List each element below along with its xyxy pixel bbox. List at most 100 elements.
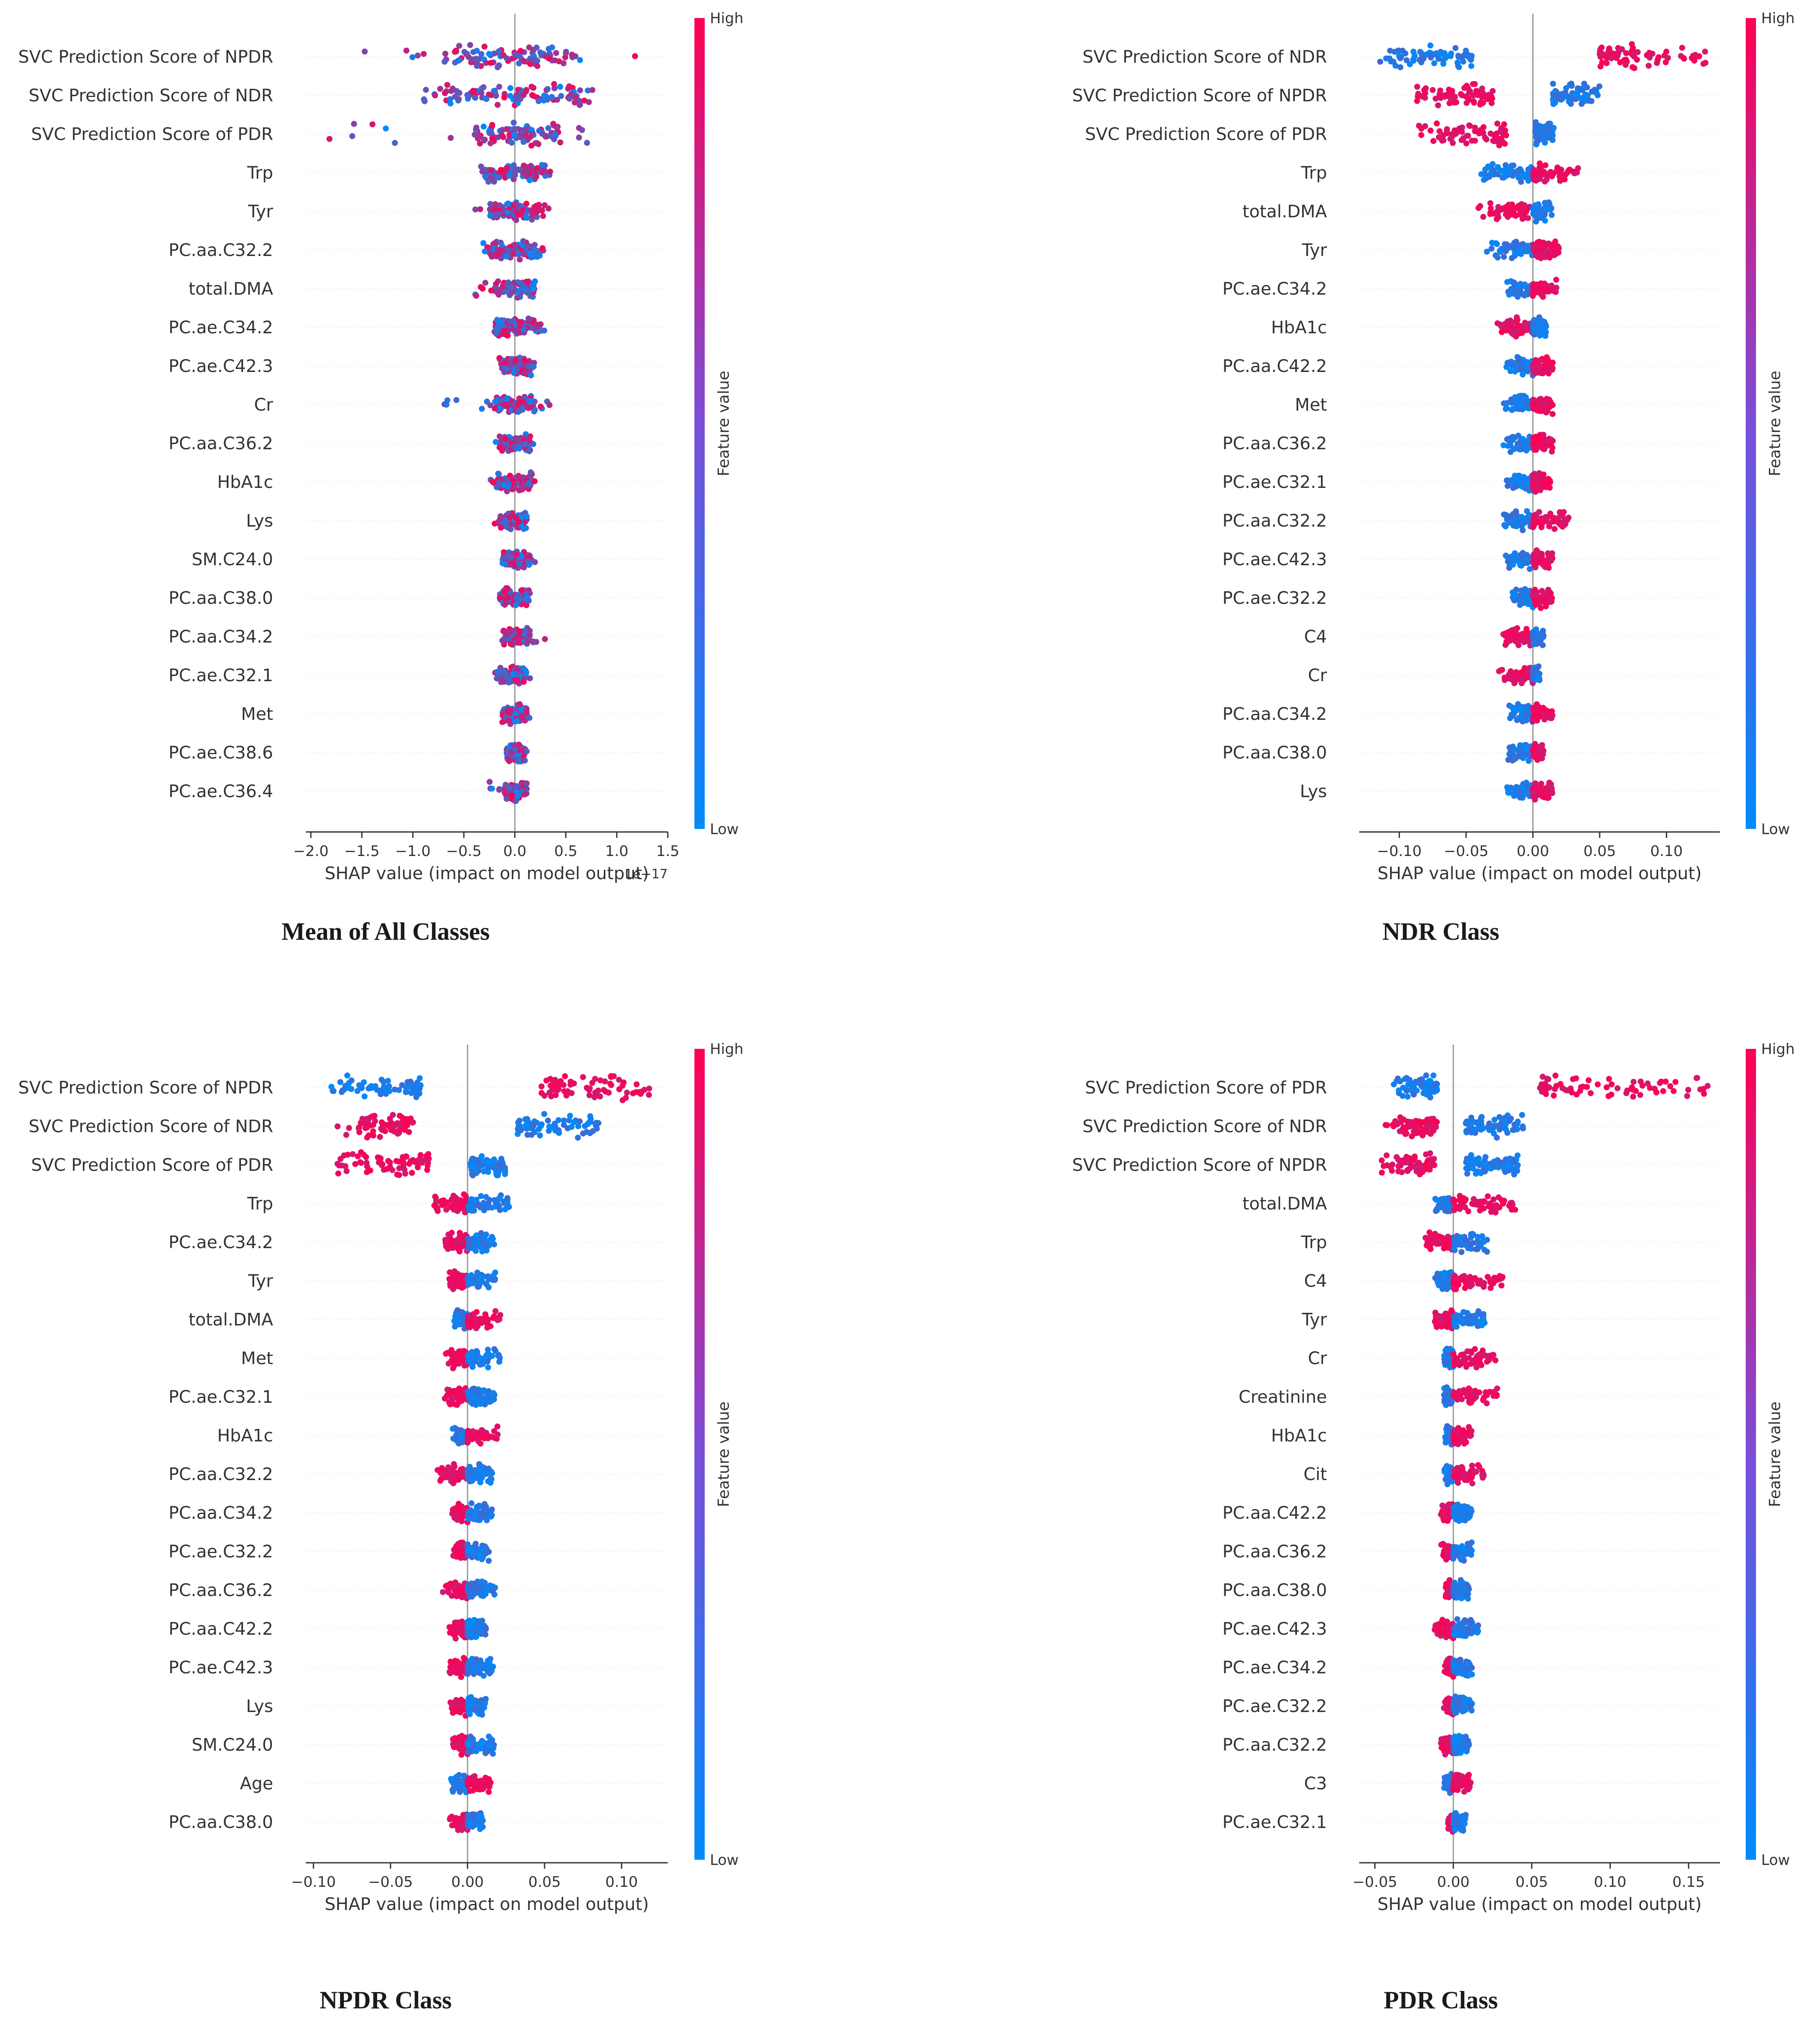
shap-point [580,1074,586,1080]
shap-point [1452,45,1459,51]
shap-point [557,139,563,146]
shap-point [499,448,505,454]
shap-point [562,1073,568,1079]
feature-label: HbA1c [1271,318,1327,338]
shap-point [515,1119,521,1126]
shap-point [1438,134,1444,140]
shap-point [517,399,523,405]
shap-point [1604,60,1610,67]
feature-label: SVC Prediction Score of PDR [31,1155,273,1175]
shap-point [1517,446,1523,453]
shap-point [1535,640,1542,646]
feature-row [1377,41,1709,71]
shap-point [1534,434,1541,440]
feature-row [487,779,530,804]
shap-point [572,99,578,106]
shap-point [1517,474,1523,480]
shap-point [491,88,497,94]
shap-point [1605,48,1612,55]
shap-point [1517,395,1524,401]
shap-point [403,47,410,54]
shap-point [1623,57,1629,63]
shap-point [507,785,513,791]
shap-point [533,174,539,180]
shap-point [1435,102,1441,109]
shap-point [505,249,512,256]
shap-point [512,172,518,178]
shap-point [488,287,494,294]
shap-point [1541,211,1548,218]
shap-point [526,398,533,405]
shap-point [529,92,536,98]
shap-point [504,403,511,410]
shap-point [539,207,545,213]
shap-point [1538,164,1544,171]
shap-point [1549,212,1555,218]
shap-point [1465,95,1471,101]
feature-label: C4 [1304,627,1327,647]
shap-point [1492,252,1499,259]
feature-label: SVC Prediction Score of NPDR [18,1078,273,1098]
shap-point [537,403,544,410]
shap-point [529,216,535,223]
shap-point [1501,522,1508,528]
shap-point [1503,512,1509,518]
shap-point [417,1152,424,1158]
shap-point [1550,81,1556,87]
shap-point [501,328,507,334]
shap-point [1532,476,1538,483]
shap-point [1397,64,1403,70]
shap-point [576,102,583,108]
shap-point [539,1083,545,1090]
shap-point [1665,55,1671,61]
shap-point [514,793,521,799]
feature-label: SVC Prediction Score of NDR [1083,47,1327,67]
feature-label: PC.ae.C42.3 [1222,550,1327,570]
shap-point [346,1085,352,1091]
shap-point [510,671,516,678]
shap-point [1596,83,1603,90]
feature-label: Cr [1308,666,1327,685]
shap-point [469,1162,476,1169]
feature-row [503,741,530,765]
shap-point [501,94,508,101]
shap-point [481,123,487,130]
shap-point [507,707,514,713]
shap-point [496,786,502,792]
shap-point [502,1171,508,1177]
shap-point [496,479,502,486]
shap-point [492,399,499,405]
shap-point [1494,216,1500,222]
shap-point [551,81,557,87]
shap-point [1427,53,1433,60]
shap-point [1533,168,1540,175]
shap-point [1702,49,1708,55]
shap-point [517,256,523,263]
feature-row [1501,393,1556,417]
shap-point [597,1077,604,1084]
shap-point [1519,291,1525,297]
shap-point [1610,51,1617,57]
feature-label: SVC Prediction Score of PDR [31,125,273,144]
shap-point [1532,327,1539,334]
shap-point [1526,758,1532,764]
shap-point [1546,248,1552,254]
shap-point [424,1162,431,1169]
shap-point [1505,477,1512,484]
shap-point [524,639,530,646]
shap-point [510,443,517,449]
shap-point [547,1075,554,1082]
shap-point [508,284,514,290]
feature-label: PC.aa.C34.2 [169,627,274,647]
shap-point [608,1082,615,1088]
colorbar-high-label: High [710,10,743,27]
feature-row [362,42,638,70]
shap-point [499,637,505,644]
shap-point [1536,283,1543,290]
feature-label: PC.ae.C34.2 [168,318,273,338]
shap-point [1387,48,1393,54]
shap-point [512,52,518,58]
x-tick-label: −1.0 [395,843,431,860]
shap-point [393,1158,399,1164]
shap-point [608,1074,614,1080]
